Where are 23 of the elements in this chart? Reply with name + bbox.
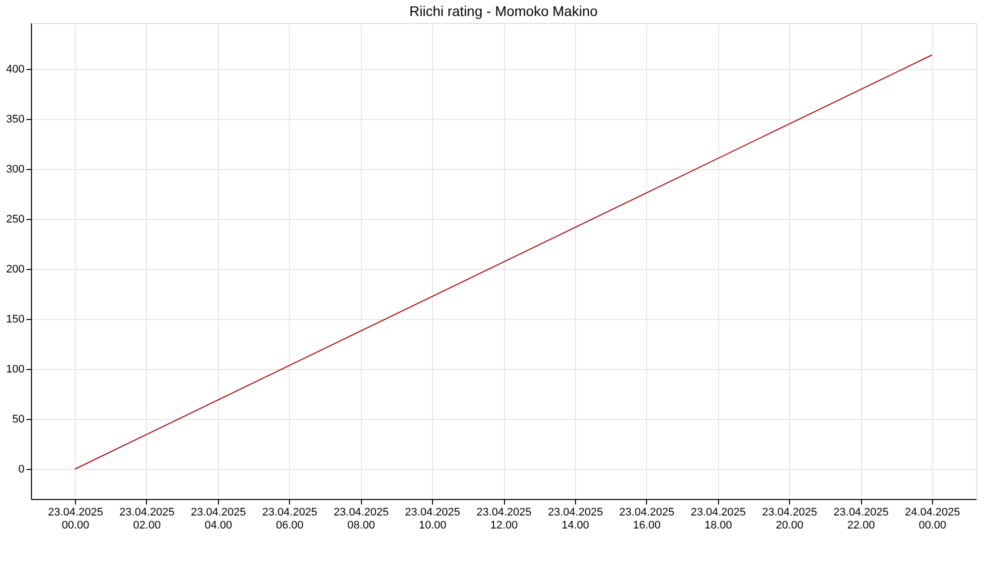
- x-tick-label: 23.04.2025 00.00: [48, 506, 104, 532]
- x-tick-label: 23.04.2025 14.00: [548, 506, 603, 532]
- y-tick-label: 0: [18, 464, 24, 476]
- x-tick-label: 23.04.2025 16.00: [619, 506, 674, 532]
- x-tick-label: 24.04.2025 00.00: [904, 506, 960, 532]
- x-tick-label: 23.04.2025 18.00: [690, 506, 746, 532]
- x-tick-label: 23.04.2025 22.00: [834, 506, 889, 532]
- x-tick-label: 23.04.2025 06.00: [262, 506, 318, 532]
- x-tick-label: 23.04.2025 08.00: [334, 506, 389, 532]
- x-tick-label: 23.04.2025 04.00: [190, 506, 246, 532]
- y-tick-label: 150: [6, 314, 24, 326]
- chart-title: Riichi rating - Momoko Makino: [409, 3, 598, 19]
- x-tick-label: 23.04.2025 20.00: [762, 506, 818, 532]
- x-tick-label: 23.04.2025 02.00: [119, 506, 174, 532]
- y-tick-label: 400: [6, 64, 24, 76]
- y-tick-label: 350: [6, 114, 24, 126]
- x-tick-label: 23.04.2025 12.00: [476, 506, 532, 532]
- y-tick-label: 100: [6, 364, 24, 376]
- y-tick-label: 50: [12, 414, 24, 426]
- y-tick-label: 200: [6, 264, 24, 276]
- y-tick-label: 300: [6, 164, 24, 176]
- x-tick-label: 23.04.2025 10.00: [405, 506, 460, 532]
- y-tick-label: 250: [6, 214, 24, 226]
